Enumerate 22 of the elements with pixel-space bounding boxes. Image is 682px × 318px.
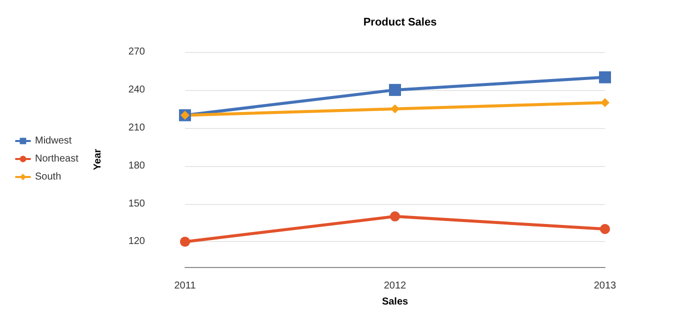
point: [600, 224, 610, 234]
y-tick-label: 150: [128, 198, 146, 210]
legend-label: Northeast: [35, 154, 79, 164]
y-axis-title: Year: [92, 148, 104, 170]
x-tick-label: 2011: [174, 280, 196, 292]
chart-title: Product Sales: [363, 16, 437, 28]
point: [390, 211, 400, 222]
point: [180, 236, 190, 247]
y-tick-label: 210: [128, 122, 146, 134]
legend-label: Midwest: [35, 136, 72, 146]
y-tick-label: 270: [128, 46, 146, 58]
y-tick-label: 180: [128, 160, 146, 172]
x-tick-label: 2013: [594, 280, 617, 292]
y-tick-label: 240: [128, 84, 146, 96]
point: [599, 71, 611, 84]
point: [390, 104, 400, 114]
x-axis-title: Sales: [382, 296, 408, 308]
point: [600, 98, 610, 108]
legend-label: South: [35, 172, 62, 182]
y-tick-label: 120: [128, 236, 146, 248]
x-tick-label: 2012: [384, 280, 407, 292]
point: [389, 84, 401, 96]
